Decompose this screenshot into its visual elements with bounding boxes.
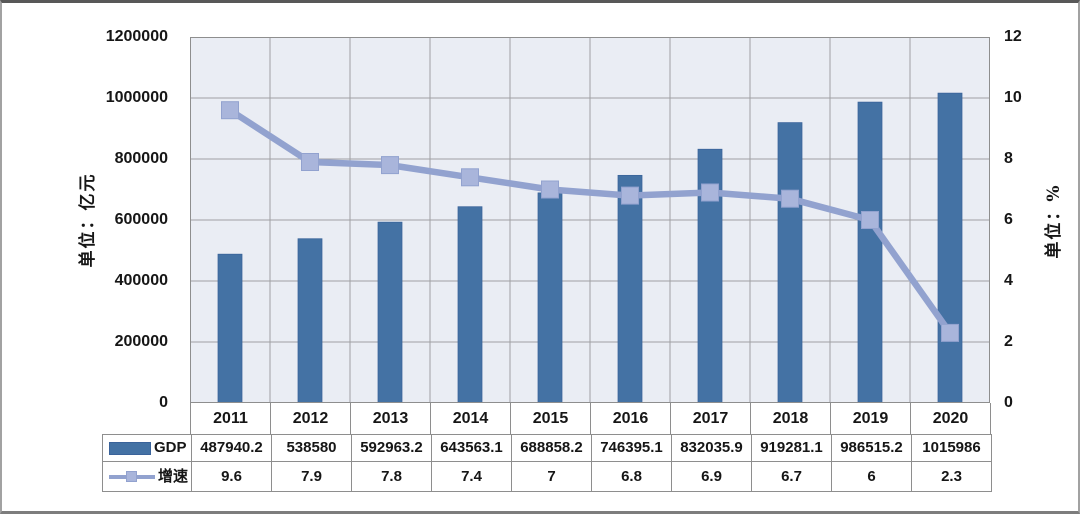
x-axis-label: 2011 xyxy=(191,403,271,434)
table-cell: 6 xyxy=(831,461,911,491)
growth-marker xyxy=(621,186,639,205)
gdp-bar xyxy=(617,174,643,403)
axis-tick-label: 6 xyxy=(1004,211,1013,228)
table-cell: 746395.1 xyxy=(591,435,671,461)
right-axis-ticks: 0 2 4 6 8 10 12 xyxy=(998,28,1078,411)
table-cell: 2.3 xyxy=(911,461,991,491)
axis-tick-label: 1200000 xyxy=(105,28,168,45)
combo-chart xyxy=(190,37,990,403)
table-cell: 592963.2 xyxy=(351,435,431,461)
gdp-bar xyxy=(457,206,483,403)
growth-marker xyxy=(301,153,319,171)
x-axis-label: 2018 xyxy=(751,403,831,434)
axis-tick-label: 0 xyxy=(1004,394,1013,411)
legend-item: GDP xyxy=(103,435,191,461)
table-cell: 832035.9 xyxy=(671,435,751,461)
axis-tick-label: 4 xyxy=(1004,272,1013,289)
x-axis-labels: 2011 2012 2013 2014 2015 2016 2017 2018 2019 2020 xyxy=(190,403,991,434)
legend-label: 增速 xyxy=(158,467,189,485)
gdp-bar xyxy=(217,253,243,403)
axis-tick-label: 10 xyxy=(1004,89,1022,106)
growth-legend-swatch xyxy=(109,470,155,484)
axis-tick-label: 8 xyxy=(1004,150,1013,167)
gdp-bar xyxy=(937,92,963,403)
legend-label: GDP xyxy=(154,439,187,456)
x-axis-label: 2015 xyxy=(511,403,591,434)
growth-marker xyxy=(541,180,559,199)
gdp-bar xyxy=(537,192,563,403)
axis-tick-label: 0 xyxy=(159,394,168,411)
table-cell: 7 xyxy=(511,461,591,491)
table-cell: 487940.2 xyxy=(191,435,271,461)
table-cell: 919281.1 xyxy=(751,435,831,461)
growth-marker xyxy=(701,183,719,202)
gdp-bar xyxy=(857,101,883,403)
x-axis-label: 2013 xyxy=(351,403,431,434)
x-axis-label: 2016 xyxy=(591,403,671,434)
data-table: GDP 487940.2 538580 592963.2 643563.1 688858.… xyxy=(102,434,992,492)
axis-tick-label: 2 xyxy=(1004,333,1013,350)
table-cell: 688858.2 xyxy=(511,435,591,461)
x-axis-label: 2012 xyxy=(271,403,351,434)
gdp-legend-swatch xyxy=(109,441,151,455)
legend-item: 增速 xyxy=(103,461,191,491)
growth-marker xyxy=(221,101,239,120)
table-cell: 643563.1 xyxy=(431,435,511,461)
growth-marker xyxy=(941,323,959,342)
axis-tick-label: 200000 xyxy=(114,333,168,350)
x-axis-label: 2020 xyxy=(911,403,991,434)
growth-marker xyxy=(861,211,879,229)
table-cell: 6.7 xyxy=(751,461,831,491)
table-cell: 6.8 xyxy=(591,461,671,491)
x-axis-label: 2014 xyxy=(431,403,511,434)
axis-tick-label: 12 xyxy=(1004,28,1022,45)
table-cell: 7.8 xyxy=(351,461,431,491)
growth-line xyxy=(228,107,953,335)
x-axis-label: 2017 xyxy=(671,403,751,434)
table-cell: 9.6 xyxy=(191,461,271,491)
table-cell: 7.9 xyxy=(271,461,351,491)
growth-marker xyxy=(781,189,799,208)
gdp-bar xyxy=(777,122,803,403)
x-axis-label: 2019 xyxy=(831,403,911,434)
table-cell: 1015986 xyxy=(911,435,991,461)
table-cell: 538580 xyxy=(271,435,351,461)
gdp-bar xyxy=(297,238,323,403)
table-cell: 7.4 xyxy=(431,461,511,491)
left-axis-ticks: 0 200000 400000 600000 800000 1000000 1200000 xyxy=(2,28,178,411)
axis-tick-label: 600000 xyxy=(114,211,168,228)
gdp-bar xyxy=(377,221,403,403)
axis-tick-label: 1000000 xyxy=(105,89,168,106)
growth-marker xyxy=(461,168,479,187)
axis-tick-label: 800000 xyxy=(114,150,168,167)
plot-area xyxy=(190,37,990,403)
table-cell: 6.9 xyxy=(671,461,751,491)
growth-marker xyxy=(381,156,399,175)
axis-tick-label: 400000 xyxy=(114,272,168,289)
table-cell: 986515.2 xyxy=(831,435,911,461)
